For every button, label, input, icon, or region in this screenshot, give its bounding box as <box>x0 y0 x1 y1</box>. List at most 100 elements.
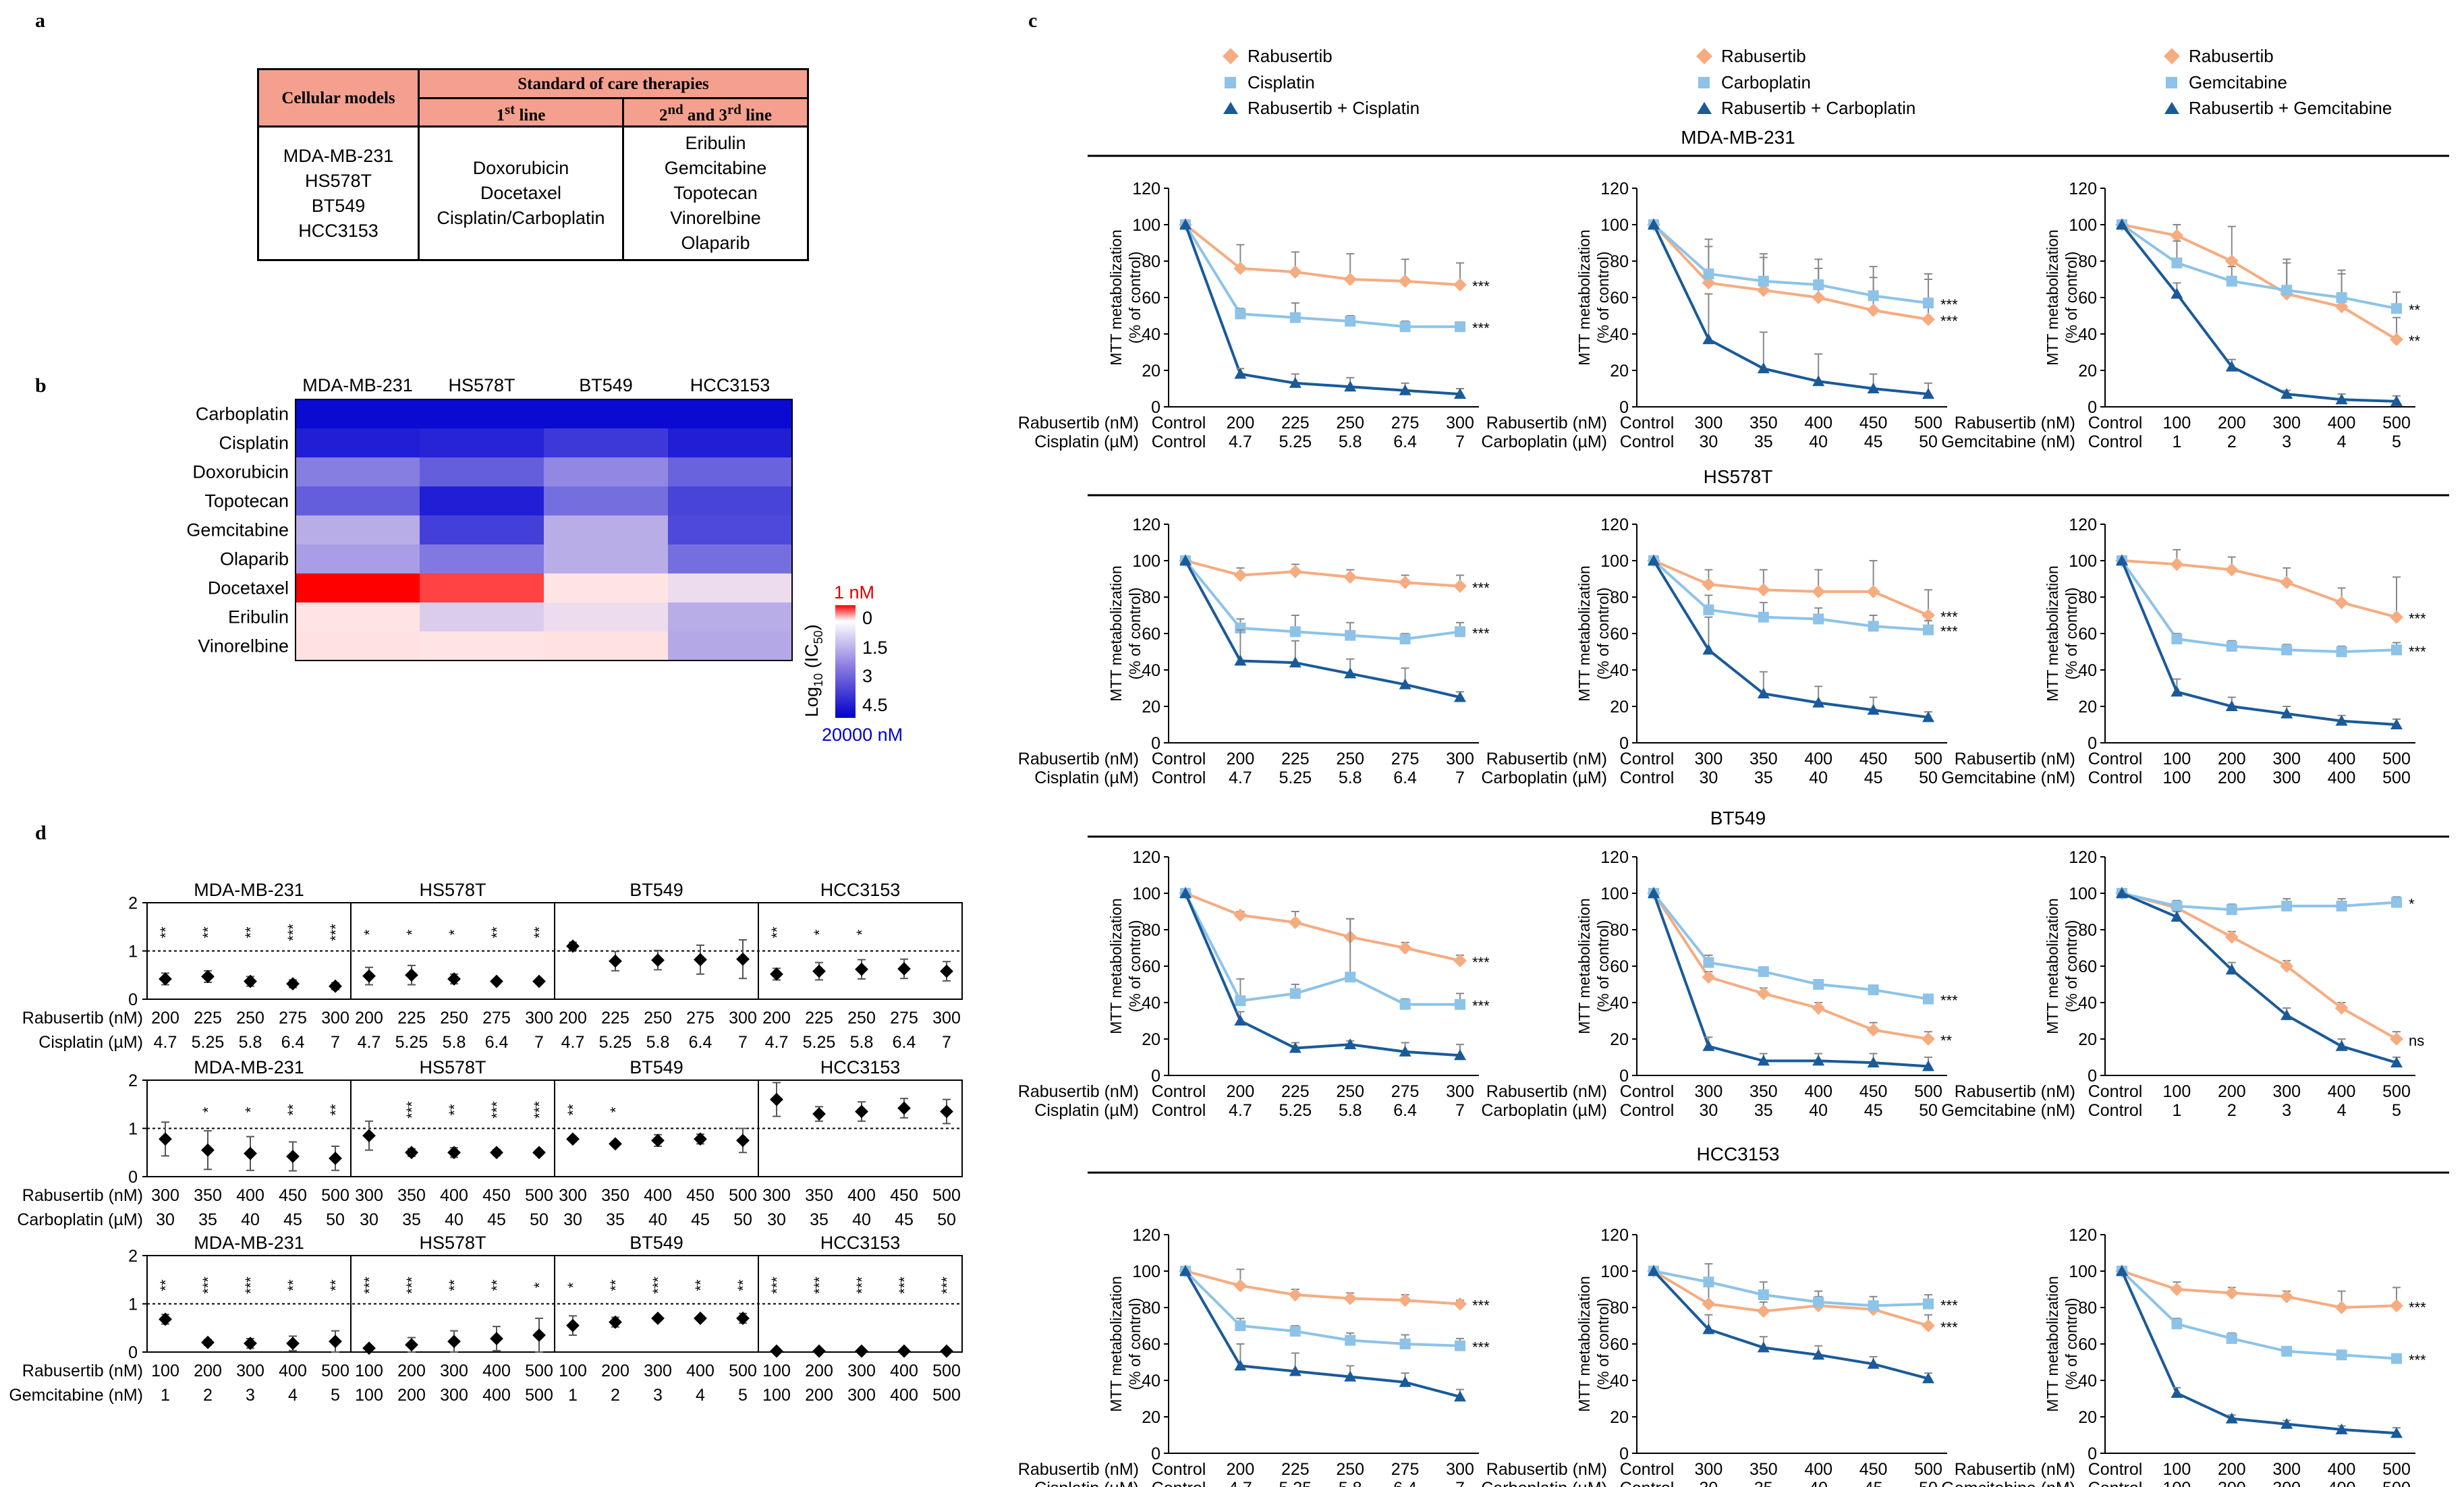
y-tick-label: 0 <box>2088 1067 2097 1086</box>
significance-stars: *** <box>200 1276 217 1294</box>
significance-drug: *** <box>1472 1339 1490 1356</box>
combo-point <box>1454 691 1466 702</box>
x-tick-drug: 300 <box>440 1386 468 1405</box>
rab-point <box>1702 970 1716 984</box>
ci-point <box>286 1150 300 1163</box>
legend-label: Rabusertib <box>1248 46 1333 66</box>
x-tick-drug: Control <box>1152 1479 1206 1487</box>
combo-point <box>2280 1418 2293 1429</box>
x-tick-drug: 30 <box>1699 1479 1718 1487</box>
x-tick-drug: 2 <box>203 1386 213 1405</box>
colorbar-tick: 0 <box>862 608 872 628</box>
heatmap-cell <box>544 544 668 573</box>
ci-point <box>447 1335 461 1349</box>
significance-stars: ** <box>488 1279 505 1291</box>
legend-label: Rabusertib + Cisplatin <box>1248 98 1420 118</box>
x-tick-rabusertib: 400 <box>236 1186 264 1205</box>
x-tick-drug: 45 <box>1864 432 1883 451</box>
drug-point <box>1758 1289 1769 1301</box>
x-tick-drug: 50 <box>937 1210 956 1229</box>
x-tick-rabusertib: 350 <box>1749 414 1778 432</box>
cell-line-title: HCC3153 <box>1697 1144 1780 1165</box>
rab-point <box>1398 1293 1412 1308</box>
combo-point <box>2116 887 2128 898</box>
x-tick-drug: 35 <box>1754 1101 1773 1120</box>
ci-point <box>490 1332 503 1345</box>
x-tick-drug: 5.25 <box>1279 1479 1312 1487</box>
colorbar-title: Log10 (IC50) <box>802 624 825 717</box>
x-tick-drug: 7 <box>1455 432 1465 451</box>
rab-point <box>1343 1291 1357 1306</box>
y-tick-label: 100 <box>1132 216 1160 235</box>
x-tick-drug: 40 <box>1809 432 1828 451</box>
significance-stars: *** <box>811 1276 828 1294</box>
ci-point <box>812 1107 826 1121</box>
heatmap-row-label: Carboplatin <box>196 404 289 424</box>
x-tick-rabusertib: 225 <box>1281 750 1310 768</box>
combo-point <box>1757 362 1770 374</box>
y-tick-label: 0 <box>1619 398 1629 417</box>
x-tick-rabusertib: 200 <box>1227 414 1255 432</box>
significance-drug: *** <box>2409 643 2426 660</box>
heatmap-cell <box>668 486 792 515</box>
drug-point <box>1868 290 1879 302</box>
x-tick-rabusertib: 450 <box>686 1186 715 1205</box>
significance-stars: * <box>242 1106 259 1113</box>
significance-drug: *** <box>1940 623 1958 640</box>
combo-point <box>1179 555 1192 565</box>
models-header: Cellular models <box>257 67 420 128</box>
rab-point <box>1343 570 1357 584</box>
y-tick-label: 20 <box>1142 1408 1160 1427</box>
x-tick-drug: 5.8 <box>1339 432 1362 451</box>
heatmap-cell <box>544 602 668 632</box>
heatmap-cell <box>296 457 420 486</box>
rab-point <box>1343 273 1357 286</box>
x-tick-drug: 300 <box>2272 768 2301 787</box>
x-label-drug: Cisplatin (µM) <box>38 1033 143 1052</box>
heatmap-cell <box>420 486 544 515</box>
x-tick-drug: 6.4 <box>1393 432 1417 451</box>
heatmap-cell <box>296 573 420 602</box>
drug-series-line <box>2121 892 2397 911</box>
x-tick-rabusertib: 500 <box>1914 1460 1942 1479</box>
heatmap-cell <box>544 399 668 428</box>
x-tick-drug: 200 <box>2218 768 2246 787</box>
x-tick-drug: 30 <box>156 1210 175 1229</box>
drug-series-line <box>2121 559 2397 654</box>
heatmap-cell <box>668 602 792 632</box>
x-tick-rabusertib: 250 <box>236 1009 264 1028</box>
x-tick-drug: 2 <box>611 1386 620 1405</box>
x-tick-rabusertib: 300 <box>1446 750 1474 768</box>
x-tick-rabusertib: 400 <box>1804 1082 1832 1101</box>
x-tick-drug: 5.25 <box>1279 768 1312 787</box>
drug-point <box>2336 292 2347 303</box>
drug-point <box>1235 1320 1246 1331</box>
x-tick-rabusertib: Control <box>1620 1460 1675 1479</box>
x-tick-rabusertib: 500 <box>525 1362 553 1380</box>
drug-point <box>2171 1318 2183 1330</box>
y-axis-label: MTT metabolization <box>1107 565 1125 702</box>
drug-point <box>1289 312 1301 323</box>
colorbar-top-label: 1 nM <box>834 582 874 602</box>
combo-point <box>1289 1042 1301 1053</box>
y-tick-label: 120 <box>1600 848 1629 867</box>
drug-point <box>2171 257 2183 269</box>
second-third-line-cell: Eribulin Gemcitabine Topotecan Vinorelbine O… <box>622 125 809 261</box>
significance-rab: *** <box>1472 278 1490 295</box>
x-tick-drug: 100 <box>2163 768 2191 787</box>
y-axis-label: MTT metabolization <box>2044 898 2061 1034</box>
combo-point <box>2171 685 2183 697</box>
significance-stars: * <box>361 929 378 935</box>
significance-drug: *** <box>1940 296 1958 313</box>
drug-point <box>2336 646 2347 657</box>
significance-rab: *** <box>1472 954 1490 971</box>
significance-rab: *** <box>1940 312 1958 329</box>
x-tick-rabusertib: 400 <box>482 1362 511 1380</box>
combo-point <box>2280 707 2293 719</box>
x-tick-drug: Control <box>1620 1101 1675 1120</box>
y-tick-label: 40 <box>1610 661 1629 680</box>
combo-point <box>2390 1057 2403 1068</box>
y-tick-label: 20 <box>2078 1408 2097 1427</box>
significance-stars: ** <box>531 926 548 938</box>
ci-point <box>651 1133 665 1148</box>
